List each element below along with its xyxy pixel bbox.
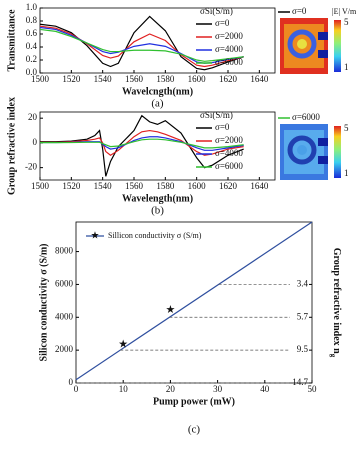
y-tick-label: -20 xyxy=(25,162,37,172)
x-tick-label: 1620 xyxy=(219,181,238,191)
y2-tick-label: 5.7 xyxy=(297,311,309,321)
series-line xyxy=(40,114,244,177)
y-tick-label: 0 xyxy=(33,137,38,147)
colorbar xyxy=(334,126,341,178)
y2-label-text: Group refractive index n xyxy=(331,248,342,354)
legend-label: σ=4000 xyxy=(215,44,243,54)
legend-title: σSi(S/m) xyxy=(200,110,233,120)
y-axis-label: Transmittance xyxy=(6,9,17,72)
colorbar xyxy=(334,20,341,72)
legend-label: σ=2000 xyxy=(215,31,243,41)
x-tick-label: 1640 xyxy=(250,181,269,191)
y-axis-label: Silicon conductivity σ (S/m) xyxy=(38,244,49,362)
colorbar-tick-label: 1 xyxy=(344,168,349,178)
caption: (a) xyxy=(151,98,164,110)
star-marker: ★ xyxy=(165,304,175,316)
legend-label: σ=4000 xyxy=(215,148,243,158)
star-marker: ★ xyxy=(118,339,128,351)
x-tick-label: 1600 xyxy=(188,74,207,84)
field-ring xyxy=(287,29,317,59)
y-tick-label: 0.0 xyxy=(26,67,38,77)
series-line xyxy=(39,15,244,71)
y2-tick-label: 3.4 xyxy=(297,278,309,288)
x-tick-label: 50 xyxy=(308,384,318,394)
y2-tick-label: 14.7 xyxy=(292,377,308,387)
colorbar-title: |E| V/m xyxy=(332,7,357,16)
field-ring xyxy=(287,135,317,165)
y-axis-label: Group refractive index xyxy=(6,97,17,195)
series-line xyxy=(75,221,313,381)
x-axis-label: Wavelength(nm) xyxy=(122,193,193,204)
x-tick-label: 1520 xyxy=(62,181,81,191)
legend-title: σSi(S/m) xyxy=(200,6,233,16)
field-core xyxy=(297,145,307,155)
y-tick-label: 0.8 xyxy=(26,15,38,25)
y-tick-label: 8000 xyxy=(55,246,74,256)
y2-tick-label: 9.5 xyxy=(297,344,309,354)
x-tick-label: 1620 xyxy=(219,74,238,84)
inset-label: σ=0 xyxy=(292,6,307,16)
y-tick-label: 0 xyxy=(69,377,74,387)
waveguide xyxy=(318,138,328,146)
inset-label: σ=6000 xyxy=(292,112,320,122)
x-tick-label: 1580 xyxy=(156,74,175,84)
y-tick-label: 0.4 xyxy=(26,41,38,51)
x-axis-label: Wavelcngth(nm) xyxy=(122,86,193,97)
waveguide xyxy=(318,156,328,164)
x-tick-label: 1540 xyxy=(94,181,113,191)
waveguide xyxy=(318,50,328,58)
field-inset: σ=6000 5 1 xyxy=(278,112,349,180)
field-inset: σ=0 5 1 |E| V/m xyxy=(278,6,357,74)
series-line xyxy=(39,28,244,62)
x-tick-label: 10 xyxy=(119,384,129,394)
colorbar-tick-label: 5 xyxy=(344,17,349,27)
x-tick-label: 1640 xyxy=(250,74,269,84)
legend-label: σ=0 xyxy=(215,122,230,132)
legend-marker: ★ xyxy=(91,230,100,241)
colorbar-tick-label: 1 xyxy=(344,62,349,72)
x-tick-label: 1600 xyxy=(188,181,207,191)
x-tick-label: 1560 xyxy=(125,74,144,84)
legend-label: σ=6000 xyxy=(215,161,243,171)
x-tick-label: 1520 xyxy=(62,74,81,84)
caption: (b) xyxy=(151,205,164,217)
x-tick-label: 40 xyxy=(260,384,270,394)
x-tick-label: 1500 xyxy=(31,181,50,191)
legend-label: σ=2000 xyxy=(215,135,243,145)
y-tick-label: 6000 xyxy=(55,278,74,288)
series-line xyxy=(40,138,244,149)
x-tick-label: 1580 xyxy=(156,181,175,191)
plot-frame xyxy=(39,7,276,74)
x-tick-label: 1540 xyxy=(94,74,113,84)
y-tick-label: 20 xyxy=(28,112,38,122)
series-line xyxy=(40,136,244,151)
y-tick-label: 1.0 xyxy=(26,2,38,12)
legend-label: σ=0 xyxy=(215,18,230,28)
y2-label-sub: g xyxy=(329,354,337,358)
y-tick-label: 0.6 xyxy=(26,28,38,38)
caption: (c) xyxy=(188,424,201,436)
colorbar-tick-label: 5 xyxy=(344,123,349,133)
plot-frame xyxy=(39,111,276,181)
x-tick-label: 1560 xyxy=(125,181,144,191)
field-core xyxy=(297,39,307,49)
x-tick-label: 0 xyxy=(74,384,79,394)
x-tick-label: 1500 xyxy=(31,74,50,84)
waveguide xyxy=(318,32,328,40)
x-tick-label: 30 xyxy=(213,384,223,394)
x-axis-label: Pump power (mW) xyxy=(153,396,235,407)
y-tick-label: 0.2 xyxy=(26,54,37,64)
y2-axis-label: Group refractive index ng xyxy=(329,248,341,358)
y-tick-label: 4000 xyxy=(55,311,74,321)
legend-label: σ=6000 xyxy=(215,57,243,67)
legend-label: Sillicon conductivity σ (S/m) xyxy=(108,231,202,240)
x-tick-label: 20 xyxy=(166,384,176,394)
y-tick-label: 2000 xyxy=(55,344,74,354)
